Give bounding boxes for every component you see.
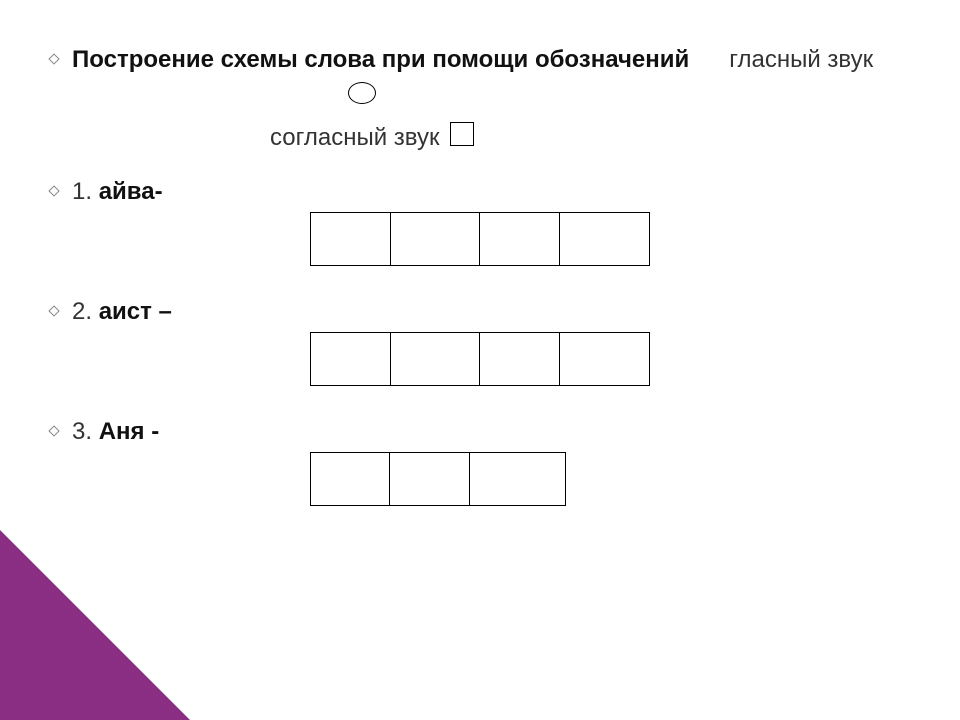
square-icon (450, 122, 474, 146)
box-row (310, 332, 650, 386)
item-num: 2. (72, 298, 92, 325)
item-num: 3. (72, 418, 92, 445)
scheme-cell (470, 453, 565, 501)
scheme-cell (390, 453, 469, 505)
vowel-label-inline: гласный звук (729, 46, 873, 73)
bullet-icon (48, 53, 59, 64)
item-word: Аня - (99, 418, 160, 445)
oval-icon (348, 82, 376, 104)
scheme-cell (311, 453, 390, 505)
decorative-corner (0, 530, 190, 720)
item-word: аист – (99, 298, 172, 325)
scheme-cell (391, 333, 480, 385)
slide-content: Построение схемы слова при помощи обозна… (0, 0, 960, 506)
box-row (310, 212, 650, 266)
box-row (310, 452, 566, 506)
item-text: 1. айва- (72, 176, 163, 208)
scheme-boxes-3 (310, 452, 930, 506)
title-line: Построение схемы слова при помощи обозна… (50, 44, 930, 76)
scheme-boxes-1 (310, 212, 930, 266)
bullet-icon (48, 305, 59, 316)
bullet-icon (48, 185, 59, 196)
consonant-label: согласный звук (270, 124, 440, 152)
list-item: 1. айва- (50, 176, 930, 208)
scheme-cell (480, 333, 560, 385)
list-item: 3. Аня - (50, 416, 930, 448)
bullet-icon (48, 425, 59, 436)
scheme-cell (560, 333, 649, 385)
scheme-cell (311, 213, 391, 265)
scheme-cell (311, 333, 391, 385)
item-text: 3. Аня - (72, 416, 159, 448)
title-bold: Построение схемы слова при помощи обозна… (72, 46, 689, 73)
scheme-cell (480, 213, 560, 265)
list-item: 2. аист – (50, 296, 930, 328)
item-word: айва- (99, 178, 163, 205)
scheme-boxes-2 (310, 332, 930, 386)
consonant-legend: согласный звук (270, 112, 930, 164)
title-text: Построение схемы слова при помощи обозна… (72, 44, 873, 76)
item-num: 1. (72, 178, 92, 205)
scheme-cell (391, 213, 480, 265)
scheme-cell (560, 213, 649, 265)
item-text: 2. аист – (72, 296, 172, 328)
